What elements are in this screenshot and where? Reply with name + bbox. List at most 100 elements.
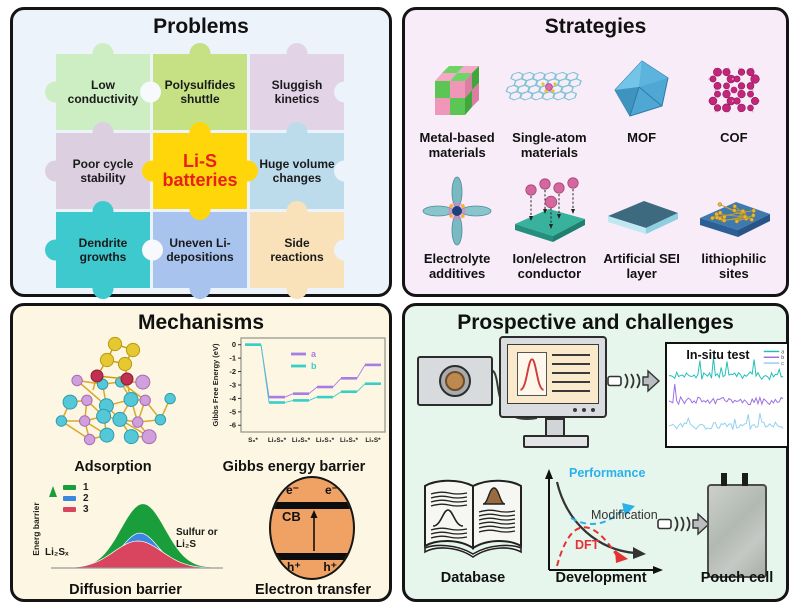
sei-slab-icon — [600, 175, 684, 247]
strategy-label: Ion/electron conductor — [512, 251, 587, 282]
database-label: Database — [440, 570, 506, 586]
puzzle-center-label: Li-S batteries — [162, 151, 238, 190]
puzzle-piece-label: Sluggish kinetics — [271, 77, 323, 106]
puzzle-knob — [92, 201, 114, 222]
legend-swatch — [63, 496, 76, 501]
strategy-label: Single-atom materials — [512, 130, 587, 161]
flow-arrow-icon — [607, 369, 661, 393]
legend-label: 3 — [83, 504, 89, 515]
prospective-title: Prospective and challenges — [457, 311, 734, 334]
puzzle-knob — [286, 122, 308, 143]
puzzle-socket — [334, 160, 355, 182]
gibbs-chart: 0 -1 -2 -3 -4 -5 -6 S₈* Li₂S₈* Li₂S₆* Li₂S₄*… — [211, 337, 386, 444]
svg-text:Li₂S₄*: Li₂S₄* — [316, 437, 335, 444]
graphene-sheet-icon — [505, 54, 593, 126]
battery-terminal — [742, 473, 748, 486]
strategy-item: Artificial SEI layer — [596, 169, 688, 290]
puzzle-socket — [334, 239, 355, 261]
adsorption-molecule-icon — [55, 336, 176, 446]
strategy-label: lithiophilic sites — [701, 251, 767, 282]
svg-text:-1: -1 — [229, 354, 236, 363]
flow-arrow-icon — [657, 512, 711, 536]
camera-lens-inner — [445, 371, 465, 391]
puzzle-knob — [45, 160, 66, 182]
hole-label: h⁺ — [287, 560, 301, 574]
svg-text:-5: -5 — [229, 407, 236, 416]
strategy-item: Electrolyte additives — [411, 169, 503, 290]
monitor-icon — [499, 336, 607, 418]
conduction-band-bar — [271, 502, 353, 509]
valence-band-bar — [271, 553, 353, 560]
polyhedron-icon — [603, 54, 681, 126]
insitu-title: In-situ test — [686, 348, 750, 362]
camera-icon — [417, 356, 493, 406]
puzzle-knob — [92, 278, 114, 299]
problems-panel: Problems Low conductivity Polysulfides s… — [10, 7, 392, 299]
puzzle-piece-sluggish-kinetics: Sluggish kinetics — [250, 43, 355, 130]
puzzle-piece-poor-cycle-stability: Poor cycle stability — [45, 122, 150, 209]
battery-terminal — [721, 473, 727, 486]
puzzle-knob — [189, 43, 211, 64]
lithiophilic-slab-icon — [692, 175, 776, 247]
development-label: Development — [555, 570, 647, 586]
svg-text:Gibbs Free Energy (eV): Gibbs Free Energy (eV) — [211, 343, 220, 426]
strategy-item: MOF — [596, 48, 688, 169]
transition-arrow-icon — [310, 510, 318, 551]
svg-text:Li₂S₂*: Li₂S₂* — [340, 437, 359, 444]
svg-text:-6: -6 — [229, 421, 236, 430]
svg-text:b: b — [781, 355, 784, 361]
strategies-grid: Metal-based materials Single-atom materi… — [411, 48, 780, 290]
svg-text:b: b — [311, 361, 317, 371]
dft-label: DFT — [575, 538, 600, 552]
puzzle-socket — [334, 81, 355, 103]
puzzle-piece-label: Low conductivity — [67, 77, 139, 106]
screen-peak-chart-icon — [517, 352, 547, 396]
puzzle-piece-li-s-batteries: Li-S batteries — [142, 122, 258, 220]
problems-title: Problems — [153, 15, 249, 38]
strategy-label: Metal-based materials — [419, 130, 495, 161]
electron-label: e⁻ — [324, 483, 338, 497]
puzzle-piece-label: Side reactions — [270, 235, 324, 264]
puzzle-piece-polysulfides-shuttle: Polysulfides shuttle — [153, 43, 247, 130]
electron-transfer-label: Electron transfer — [254, 582, 372, 598]
svg-text:Li₂S₈*: Li₂S₈* — [268, 437, 287, 444]
svg-text:S₈*: S₈* — [248, 437, 258, 444]
metal-cube-icon — [418, 54, 496, 126]
strategy-label: Electrolyte additives — [423, 251, 491, 282]
camera-lens-icon — [439, 365, 471, 397]
legend-label: 2 — [83, 493, 89, 504]
legend-swatch — [63, 485, 76, 490]
diffusion-legend: 1 2 3 — [63, 482, 89, 515]
development-graph: Performance Modification DFT — [535, 466, 667, 582]
electron-transfer-diagram: e⁻ e⁻ CB h⁺ h⁺ — [269, 476, 355, 580]
performance-label: Performance — [569, 466, 646, 480]
puzzle-grid: Low conductivity Polysulfides shuttle Sl… — [45, 43, 355, 299]
diffusion-right-label: Sulfur or Li₂S — [176, 527, 218, 550]
puzzle-piece-label: Huge volume changes — [259, 156, 335, 185]
strategy-item: COF — [688, 48, 780, 169]
legend-label: 1 — [83, 482, 89, 493]
strategies-title: Strategies — [544, 15, 647, 38]
puzzle-knob — [286, 43, 308, 64]
puzzle-knob — [142, 160, 163, 182]
book-icon — [424, 479, 522, 558]
strategy-label: MOF — [627, 130, 657, 145]
strategy-label: COF — [720, 130, 748, 145]
svg-text:c: c — [781, 361, 784, 367]
semiconductor-ellipse-icon: e⁻ e⁻ CB h⁺ h⁺ — [269, 476, 355, 580]
strategy-item: Single-atom materials — [503, 48, 595, 169]
puzzle-socket — [140, 81, 161, 103]
svg-text:a: a — [311, 349, 317, 359]
modification-label: Modification — [591, 508, 658, 522]
mechanisms-title: Mechanisms — [137, 311, 265, 334]
puzzle-knob — [45, 81, 66, 103]
diffusion-ylabel: Energ barrier — [31, 502, 41, 556]
monitor-base — [523, 435, 589, 448]
puzzle-piece-dendrite-growths: Dendrite growths — [45, 201, 150, 299]
development-curves — [545, 469, 663, 574]
puzzle-piece-label: Poor cycle stability — [72, 156, 134, 185]
ring-cluster-icon — [694, 54, 774, 126]
svg-text:-3: -3 — [229, 380, 236, 389]
puzzle-knob — [45, 239, 66, 261]
puzzle-piece-label: Uneven Li-depositions — [166, 235, 234, 264]
